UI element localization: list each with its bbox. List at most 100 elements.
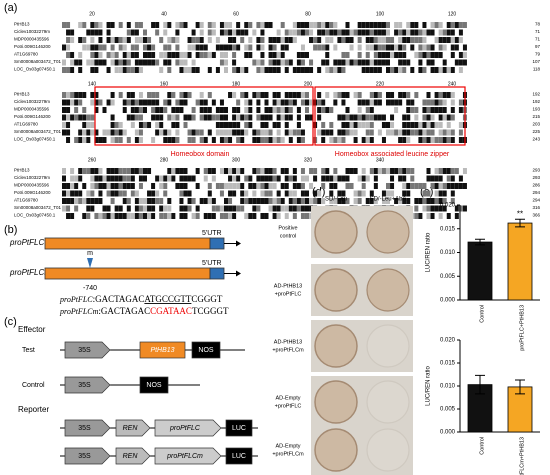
- residue: [155, 22, 160, 28]
- residue: [183, 114, 188, 121]
- residue: [438, 114, 443, 121]
- end-number: 193: [532, 107, 540, 112]
- residue: [232, 29, 237, 36]
- residue: [191, 114, 196, 121]
- residue: [434, 92, 439, 98]
- residue: [66, 137, 71, 143]
- residue: [134, 205, 139, 212]
- residue: [418, 29, 423, 36]
- residue: [147, 122, 152, 128]
- residue: [276, 190, 281, 197]
- residue: [426, 122, 431, 128]
- end-number: 286: [532, 183, 540, 188]
- residue: [74, 114, 79, 121]
- residue: [373, 22, 378, 28]
- utr-box: [209, 237, 225, 250]
- residue: [114, 59, 119, 66]
- residue: [252, 190, 257, 197]
- residue: [268, 137, 273, 143]
- residue: [252, 137, 257, 143]
- ruler-number: 40: [161, 11, 167, 17]
- residue: [280, 198, 285, 204]
- residue: [126, 37, 131, 43]
- residue: [219, 183, 224, 189]
- residue: [175, 114, 180, 121]
- residue: [236, 137, 241, 143]
- residue: [345, 37, 350, 43]
- residue: [62, 99, 66, 106]
- residue: [211, 198, 216, 204]
- residue: [337, 67, 342, 73]
- residue: [228, 168, 233, 174]
- residue: [122, 129, 127, 136]
- residue: [309, 99, 314, 106]
- residue: [211, 213, 216, 219]
- residue: [430, 114, 435, 121]
- residue: [159, 183, 164, 189]
- residue: [252, 92, 257, 98]
- residue: [268, 175, 273, 182]
- residue: [369, 67, 374, 73]
- residue: [438, 129, 443, 136]
- end-number: 243: [532, 137, 540, 142]
- residue: [345, 168, 350, 174]
- residue: [369, 168, 374, 174]
- residue: [426, 205, 431, 212]
- residue: [252, 183, 257, 189]
- residue: [122, 52, 127, 58]
- residue: [236, 122, 241, 128]
- residue: [296, 183, 301, 189]
- ruler-number: 320: [304, 157, 313, 163]
- residue: [410, 183, 415, 189]
- residue: [163, 190, 168, 197]
- residue: [292, 168, 297, 174]
- residue: [86, 205, 91, 212]
- residue: [130, 107, 135, 113]
- residue: [90, 67, 95, 73]
- residue: [260, 122, 265, 128]
- residue: [345, 52, 350, 58]
- residue: [106, 37, 111, 43]
- residue: [126, 99, 131, 106]
- residue: [159, 114, 164, 121]
- residue: [402, 37, 407, 43]
- gene-box-label: PtHB13: [150, 347, 174, 354]
- residue: [349, 29, 354, 36]
- residue: [138, 198, 143, 204]
- end-number: 215: [532, 114, 540, 119]
- residue: [422, 22, 427, 28]
- residue: [151, 92, 156, 98]
- residue: [365, 129, 370, 136]
- residue: [82, 168, 87, 174]
- residue: [353, 168, 358, 174]
- reporter-promoter-label: proPtFLC: [169, 425, 201, 432]
- residue: [219, 129, 224, 136]
- residue: [377, 168, 382, 174]
- residue: [369, 22, 374, 28]
- residue: [232, 205, 237, 212]
- residue: [110, 168, 115, 174]
- residue: [256, 44, 261, 51]
- residue: [454, 22, 459, 28]
- residue: [122, 37, 127, 43]
- residue: [414, 205, 419, 212]
- residue: [236, 129, 241, 136]
- residue: [458, 59, 463, 66]
- residue: [147, 213, 152, 219]
- sequence-name: MDP0000435596: [14, 107, 50, 112]
- residue: [337, 37, 342, 43]
- residue: [337, 129, 342, 136]
- residue: [414, 198, 419, 204]
- residue: [280, 22, 285, 28]
- residue: [167, 129, 172, 136]
- residue: [317, 190, 322, 197]
- residue: [122, 183, 127, 189]
- residue: [430, 59, 435, 66]
- residue: [438, 213, 443, 219]
- residue: [365, 52, 370, 58]
- nos-box-label: NOS: [198, 347, 214, 354]
- end-number: 118: [533, 67, 541, 72]
- residue: [264, 99, 269, 106]
- residue: [228, 22, 233, 28]
- residue: [70, 175, 75, 182]
